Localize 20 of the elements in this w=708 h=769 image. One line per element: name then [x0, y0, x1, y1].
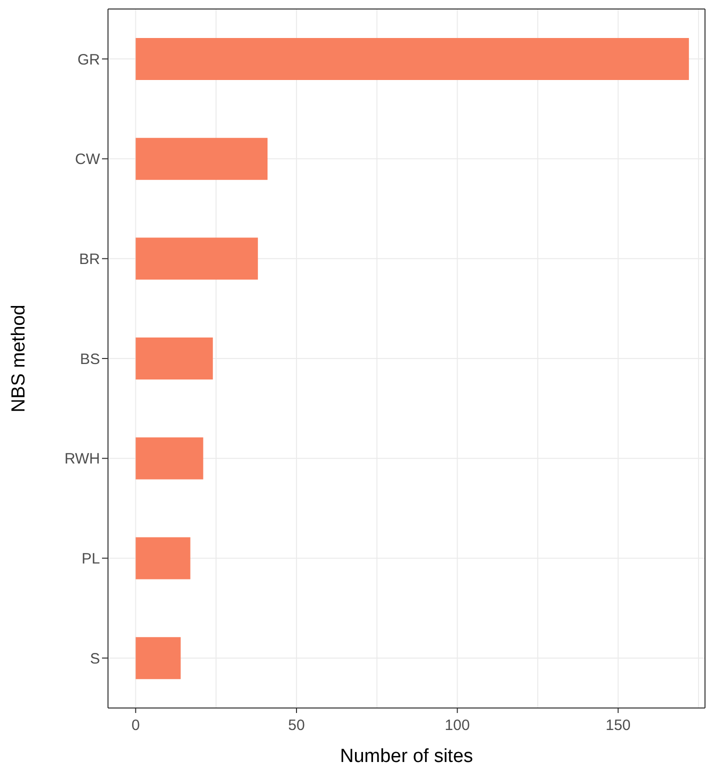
bar [136, 238, 258, 280]
x-axis-title: Number of sites [340, 746, 474, 767]
bar [136, 38, 689, 80]
y-axis-title: NBS method [8, 304, 30, 412]
y-tick-label: S [90, 650, 100, 668]
bar [136, 637, 181, 680]
x-tick-label: 0 [131, 717, 140, 734]
y-tick-label: CW [75, 151, 101, 168]
bar [136, 338, 213, 380]
bar [136, 138, 268, 180]
y-tick-label: GR [78, 51, 100, 68]
y-tick-label: PL [82, 550, 100, 568]
bar [136, 537, 190, 580]
y-tick-label: BS [80, 350, 100, 368]
y-tick-label: BR [79, 250, 100, 268]
x-tick-label: 150 [606, 717, 631, 734]
bar [136, 437, 204, 480]
x-tick-label: 50 [288, 717, 305, 734]
x-tick-label: 100 [444, 717, 470, 734]
y-tick-label: RWH [64, 450, 100, 468]
